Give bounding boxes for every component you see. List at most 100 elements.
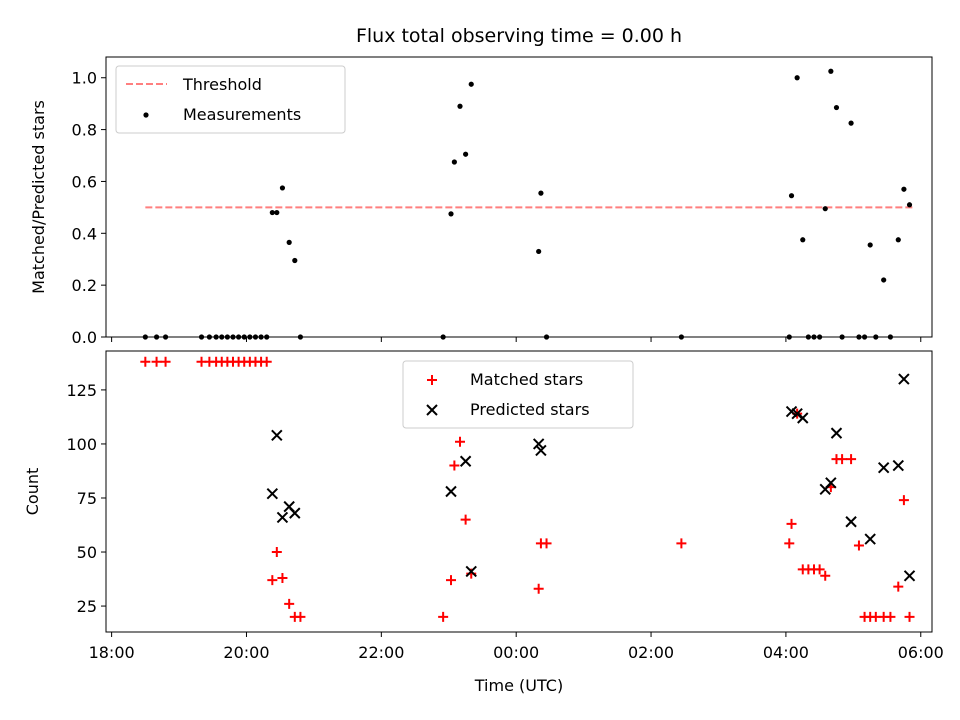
bottom-panel: 25 50 75 100 125 18:00 20:00 22:00 00:00 02:00 04… xyxy=(23,350,944,695)
legend-matched-swatch xyxy=(427,375,437,385)
measurement-point xyxy=(448,211,454,217)
measurement-point xyxy=(848,120,854,126)
x-tick-label: 06:00 xyxy=(898,643,944,662)
matched-point xyxy=(786,518,797,529)
legend-threshold-label: Threshold xyxy=(182,75,262,94)
x-tick-label: 02:00 xyxy=(628,643,674,662)
y-tick-label: 75 xyxy=(77,489,97,508)
top-legend: Threshold Measurements xyxy=(115,65,346,134)
predicted-point xyxy=(266,487,279,500)
y-tick-label: 0.6 xyxy=(72,172,97,191)
top-y-axis: 0.0 0.2 0.4 0.6 0.8 1.0 xyxy=(72,69,106,347)
predicted-point xyxy=(276,511,289,524)
measurement-point xyxy=(901,186,907,192)
legend-measurements-label: Measurements xyxy=(183,105,301,124)
predicted-point xyxy=(289,507,301,519)
matched-point xyxy=(261,356,272,367)
top-axes-frame xyxy=(105,56,933,338)
bottom-x-axis: 18:00 20:00 22:00 00:00 02:00 04:00 06:00 xyxy=(89,632,944,662)
y-tick-label: 125 xyxy=(66,381,97,400)
measurement-point xyxy=(279,185,286,191)
bottom-x-axis-label: Time (UTC) xyxy=(474,676,563,695)
measurement-point xyxy=(292,257,298,264)
matched-point xyxy=(784,538,795,549)
bottom-legend: Matched stars Predicted stars xyxy=(402,360,634,429)
measurement-point xyxy=(828,68,834,74)
legend-matched-label: Matched stars xyxy=(470,370,583,389)
matched-point xyxy=(151,356,162,367)
measurement-point xyxy=(867,242,873,248)
matched-point xyxy=(295,611,306,622)
legend-box xyxy=(115,65,346,134)
x-tick-label: 22:00 xyxy=(358,643,404,662)
predicted-point xyxy=(532,438,545,450)
legend-box xyxy=(402,360,634,429)
matched-point xyxy=(885,611,896,622)
matched-point xyxy=(893,581,904,592)
matched-point xyxy=(271,547,282,558)
predicted-point xyxy=(271,429,283,442)
measurement-point xyxy=(800,237,806,243)
measurement-point xyxy=(881,277,887,283)
y-tick-label: 100 xyxy=(66,435,97,454)
predicted-point xyxy=(877,462,890,474)
y-tick-label: 0.0 xyxy=(72,328,97,347)
predicted-point xyxy=(535,444,547,457)
y-tick-label: 25 xyxy=(77,597,97,616)
y-tick-label: 0.8 xyxy=(72,121,97,140)
matched-point xyxy=(284,598,295,609)
matched-point xyxy=(820,570,831,581)
measurement-point xyxy=(833,104,840,111)
matched-point xyxy=(267,575,278,586)
chart-title: Flux total observing time = 0.00 h xyxy=(356,25,682,47)
top-x-axis xyxy=(111,337,922,342)
matched-point xyxy=(449,460,460,471)
y-tick-label: 1.0 xyxy=(72,69,97,88)
matched-point xyxy=(853,540,864,551)
measurement-point xyxy=(463,151,469,157)
y-tick-label: 50 xyxy=(77,543,97,562)
matched-point xyxy=(533,583,544,594)
measurement-point xyxy=(274,209,280,216)
measurement-point xyxy=(794,75,800,81)
series-predicted-stars xyxy=(266,373,916,582)
top-y-axis-label: Matched/Predicted stars xyxy=(29,100,48,294)
y-tick-label: 0.4 xyxy=(72,224,97,243)
bottom-plot-area xyxy=(140,356,916,622)
measurement-point xyxy=(457,103,463,109)
predicted-point xyxy=(465,565,477,578)
predicted-point xyxy=(845,516,857,528)
predicted-point xyxy=(898,373,910,385)
matched-point xyxy=(898,495,909,506)
measurement-point xyxy=(536,248,542,255)
measurement-point xyxy=(468,81,474,87)
legend-predicted-swatch xyxy=(426,404,438,416)
matched-point xyxy=(455,436,465,447)
legend-measurements-swatch xyxy=(143,112,149,118)
x-tick-label: 00:00 xyxy=(493,643,539,662)
measurement-point xyxy=(788,193,795,199)
x-tick-label: 18:00 xyxy=(89,643,135,662)
predicted-point xyxy=(445,485,457,498)
measurement-point xyxy=(286,239,292,245)
measurement-point xyxy=(451,159,457,165)
predicted-point xyxy=(459,455,472,467)
measurement-point xyxy=(538,190,544,196)
predicted-point xyxy=(830,427,843,439)
matched-point xyxy=(160,356,171,367)
matched-point xyxy=(676,538,687,549)
matched-point xyxy=(438,611,449,622)
measurement-point xyxy=(906,202,913,208)
legend-predicted-label: Predicted stars xyxy=(470,400,590,419)
matched-point xyxy=(541,538,552,549)
matched-point xyxy=(140,356,151,367)
measurement-point xyxy=(895,237,901,243)
matched-point xyxy=(460,514,471,525)
predicted-point xyxy=(892,459,904,472)
matched-point xyxy=(904,611,915,622)
measurement-point xyxy=(269,209,275,216)
matched-point xyxy=(814,564,825,575)
bottom-axes-frame xyxy=(105,350,933,633)
predicted-point xyxy=(797,412,809,424)
